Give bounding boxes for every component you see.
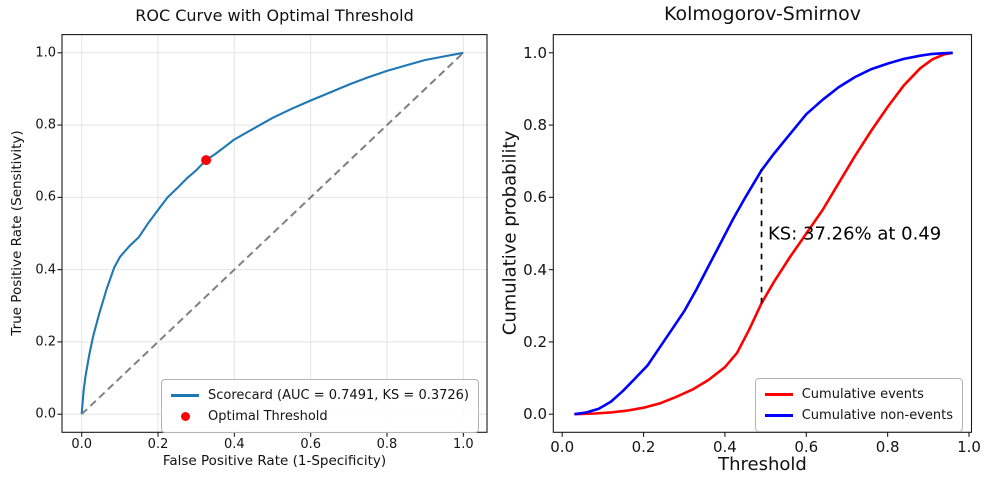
events-line-swatch: [764, 393, 793, 396]
y-tick-label: 0.4: [523, 260, 547, 279]
y-tick-label: 0.2: [523, 332, 547, 351]
y-tick-label: 1.0: [523, 43, 547, 62]
roc-legend-label-optimal-threshold: Optimal Threshold: [208, 409, 328, 424]
y-tick-label: 0.0: [523, 405, 547, 424]
roc-chart-title: ROC Curve with Optimal Threshold: [135, 6, 414, 25]
y-tick-label: 0.0: [35, 406, 56, 422]
y-tick-label: 0.4: [35, 262, 56, 278]
ks-annotation: KS: 37.26% at 0.49: [768, 223, 942, 245]
ks-chart-title: Kolmogorov-Smirnov: [663, 3, 862, 25]
ks-legend-label-events: Cumulative events: [801, 387, 924, 402]
x-tick-label: 0.8: [875, 438, 900, 456]
x-tick-label: 0.8: [376, 437, 398, 452]
ks-y-axis-label: Cumulative probability: [499, 130, 521, 336]
y-tick-label: 0.2: [35, 334, 56, 350]
y-tick-label: 0.8: [35, 117, 56, 133]
optimal-threshold-point: [201, 155, 212, 166]
roc-legend-label-scorecard: Scorecard (AUC = 0.7491, KS = 0.3726): [208, 388, 469, 403]
ks-legend-entry-events: Cumulative events: [764, 384, 953, 405]
roc-y-axis-label: True Positive Rate (Sensitivity): [9, 130, 25, 336]
y-tick-label: 0.6: [523, 188, 547, 207]
y-tick-label: 0.6: [35, 189, 56, 205]
roc-legend: Scorecard (AUC = 0.7491, KS = 0.3726) Op…: [161, 379, 479, 433]
roc-x-axis-label: False Positive Rate (1-Specificity): [162, 453, 387, 469]
ks-legend-label-non-events: Cumulative non-events: [801, 408, 953, 423]
x-tick-label: 0.2: [631, 438, 656, 456]
x-tick-label: 0.6: [300, 437, 321, 452]
cumulative-events-curve: [574, 51, 953, 416]
roc-curve: [80, 51, 464, 415]
y-tick-label: 0.8: [523, 116, 547, 135]
roc-legend-entry-scorecard: Scorecard (AUC = 0.7491, KS = 0.3726): [171, 385, 469, 406]
roc-legend-entry-optimal-threshold: Optimal Threshold: [171, 406, 469, 427]
x-tick-label: 0.0: [550, 438, 575, 456]
non-events-line-swatch: [764, 414, 793, 417]
x-tick-label: 0.2: [147, 437, 169, 452]
x-tick-label: 1.0: [452, 437, 474, 452]
chance-diagonal: [81, 52, 464, 415]
x-tick-label: 0.6: [794, 438, 819, 456]
ks-legend: Cumulative events Cumulative non-events: [754, 378, 963, 432]
cumulative-non-events-curve: [574, 51, 953, 416]
ks-legend-entry-non-events: Cumulative non-events: [764, 405, 953, 426]
x-tick-label: 0.4: [223, 437, 245, 452]
x-tick-label: 1.0: [957, 438, 981, 456]
scorecard-line-swatch: [171, 394, 200, 397]
optimal-threshold-dot-swatch: [171, 412, 199, 421]
x-tick-label: 0.4: [712, 438, 737, 456]
axes-spines: [552, 34, 973, 433]
x-tick-label: 0.0: [71, 437, 93, 452]
ks-x-axis-label: Threshold: [718, 454, 807, 475]
y-tick-label: 1.0: [35, 45, 56, 61]
